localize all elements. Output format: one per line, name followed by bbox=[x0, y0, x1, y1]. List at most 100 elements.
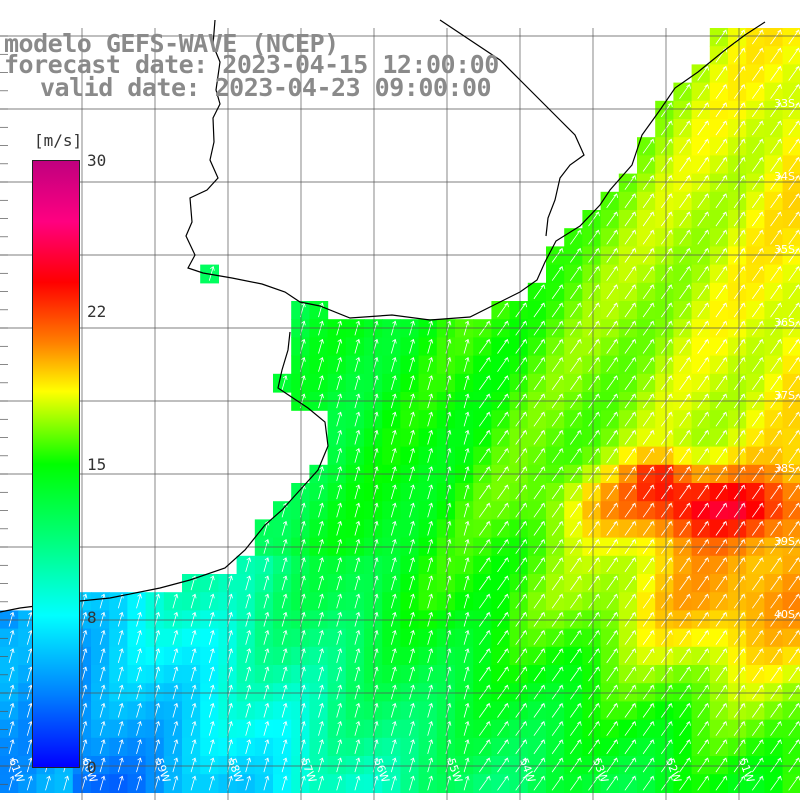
wind-arrow bbox=[606, 247, 619, 263]
wind-arrow bbox=[569, 484, 582, 500]
wind-arrow bbox=[751, 775, 764, 791]
wind-arrow bbox=[409, 411, 415, 427]
wind-arrow bbox=[318, 684, 324, 700]
wind-arrow bbox=[569, 429, 582, 445]
wind-arrow bbox=[697, 702, 710, 718]
wind-arrow bbox=[624, 211, 637, 227]
latitude-label: 39S bbox=[774, 535, 795, 548]
wind-arrow bbox=[318, 611, 324, 627]
wind-arrow bbox=[788, 284, 800, 300]
wind-arrow bbox=[569, 357, 582, 372]
wind-arrow bbox=[463, 611, 470, 627]
wind-arrow bbox=[770, 630, 782, 645]
wind-arrow bbox=[770, 102, 782, 118]
wind-arrow bbox=[624, 648, 637, 664]
wind-arrow bbox=[606, 666, 619, 682]
wind-arrow bbox=[788, 375, 800, 391]
wind-arrow bbox=[788, 65, 800, 81]
wind-arrow bbox=[770, 338, 782, 354]
wind-arrow bbox=[318, 721, 324, 736]
wind-arrow bbox=[99, 721, 106, 736]
wind-cell bbox=[782, 592, 800, 611]
wind-arrow bbox=[715, 357, 728, 372]
wind-arrow bbox=[336, 684, 343, 700]
wind-arrow bbox=[533, 775, 546, 791]
wind-arrow bbox=[354, 721, 361, 736]
wind-arrow bbox=[697, 193, 710, 209]
wind-arrow bbox=[788, 702, 800, 718]
wind-arrow bbox=[624, 448, 637, 463]
wind-arrow bbox=[26, 757, 33, 773]
wind-arrow bbox=[478, 630, 491, 645]
wind-arrow bbox=[497, 357, 509, 372]
wind-arrow bbox=[751, 429, 764, 445]
wind-arrow bbox=[354, 520, 361, 536]
wind-arrow bbox=[463, 593, 470, 609]
wind-cell bbox=[782, 191, 800, 211]
wind-arrow bbox=[770, 448, 782, 463]
wind-arrow bbox=[354, 502, 361, 518]
wind-arrow bbox=[788, 193, 800, 209]
wind-arrow bbox=[263, 684, 270, 700]
wind-arrow bbox=[770, 520, 782, 536]
wind-arrow bbox=[551, 357, 564, 372]
wind-arrow bbox=[606, 702, 619, 718]
wind-arrow bbox=[679, 175, 691, 190]
wind-arrow bbox=[154, 757, 161, 773]
wind-arrow bbox=[45, 775, 51, 791]
wind-arrow bbox=[788, 357, 800, 372]
wind-arrow bbox=[642, 156, 655, 172]
wind-arrow bbox=[642, 229, 655, 245]
wind-arrow bbox=[788, 448, 800, 463]
wind-arrow bbox=[478, 375, 491, 391]
wind-arrow bbox=[409, 357, 415, 372]
wind-arrow bbox=[606, 611, 619, 627]
wind-arrow bbox=[697, 520, 710, 536]
wind-arrow bbox=[788, 229, 800, 245]
wind-arrow bbox=[715, 429, 728, 445]
wind-arrow bbox=[427, 520, 434, 536]
wind-arrow bbox=[770, 175, 782, 190]
wind-arrow bbox=[588, 338, 600, 354]
wind-cell bbox=[782, 264, 800, 284]
wind-arrow bbox=[751, 611, 764, 627]
wind-arrow bbox=[136, 630, 142, 645]
wind-arrow bbox=[606, 502, 619, 518]
wind-arrow bbox=[390, 411, 397, 427]
wind-arrow bbox=[117, 739, 124, 755]
wind-arrow bbox=[427, 557, 434, 573]
wind-arrow bbox=[281, 611, 288, 627]
wind-arrow bbox=[788, 429, 800, 445]
wind-arrow bbox=[172, 757, 179, 773]
wind-arrow bbox=[318, 757, 324, 773]
wind-arrow bbox=[606, 357, 619, 372]
wind-arrow bbox=[770, 266, 782, 281]
wind-arrow bbox=[606, 411, 619, 427]
wind-arrow bbox=[624, 357, 637, 372]
wind-arrow bbox=[770, 702, 782, 718]
coastline-basin bbox=[439, 19, 585, 237]
wind-arrow bbox=[715, 338, 728, 354]
wind-arrow bbox=[478, 338, 491, 354]
wind-arrow bbox=[551, 775, 564, 791]
wind-arrow bbox=[569, 520, 582, 536]
wind-arrow bbox=[697, 611, 710, 627]
wind-arrow bbox=[751, 102, 764, 118]
wind-arrow bbox=[569, 375, 582, 391]
wind-arrow bbox=[751, 520, 764, 536]
wind-arrow bbox=[336, 484, 343, 500]
wind-cell bbox=[782, 719, 800, 739]
wind-arrow bbox=[679, 156, 691, 172]
wind-arrow bbox=[751, 502, 764, 518]
wind-arrow bbox=[336, 375, 343, 391]
wind-arrow bbox=[679, 721, 691, 736]
wind-arrow bbox=[588, 721, 600, 736]
wind-arrow bbox=[715, 593, 728, 609]
wind-arrow bbox=[445, 684, 452, 700]
wind-arrow bbox=[751, 302, 764, 318]
wind-cell bbox=[782, 446, 800, 466]
wind-arrow bbox=[154, 702, 161, 718]
wind-arrow bbox=[445, 702, 452, 718]
wind-arrow bbox=[697, 302, 710, 318]
wind-arrow bbox=[697, 102, 710, 118]
